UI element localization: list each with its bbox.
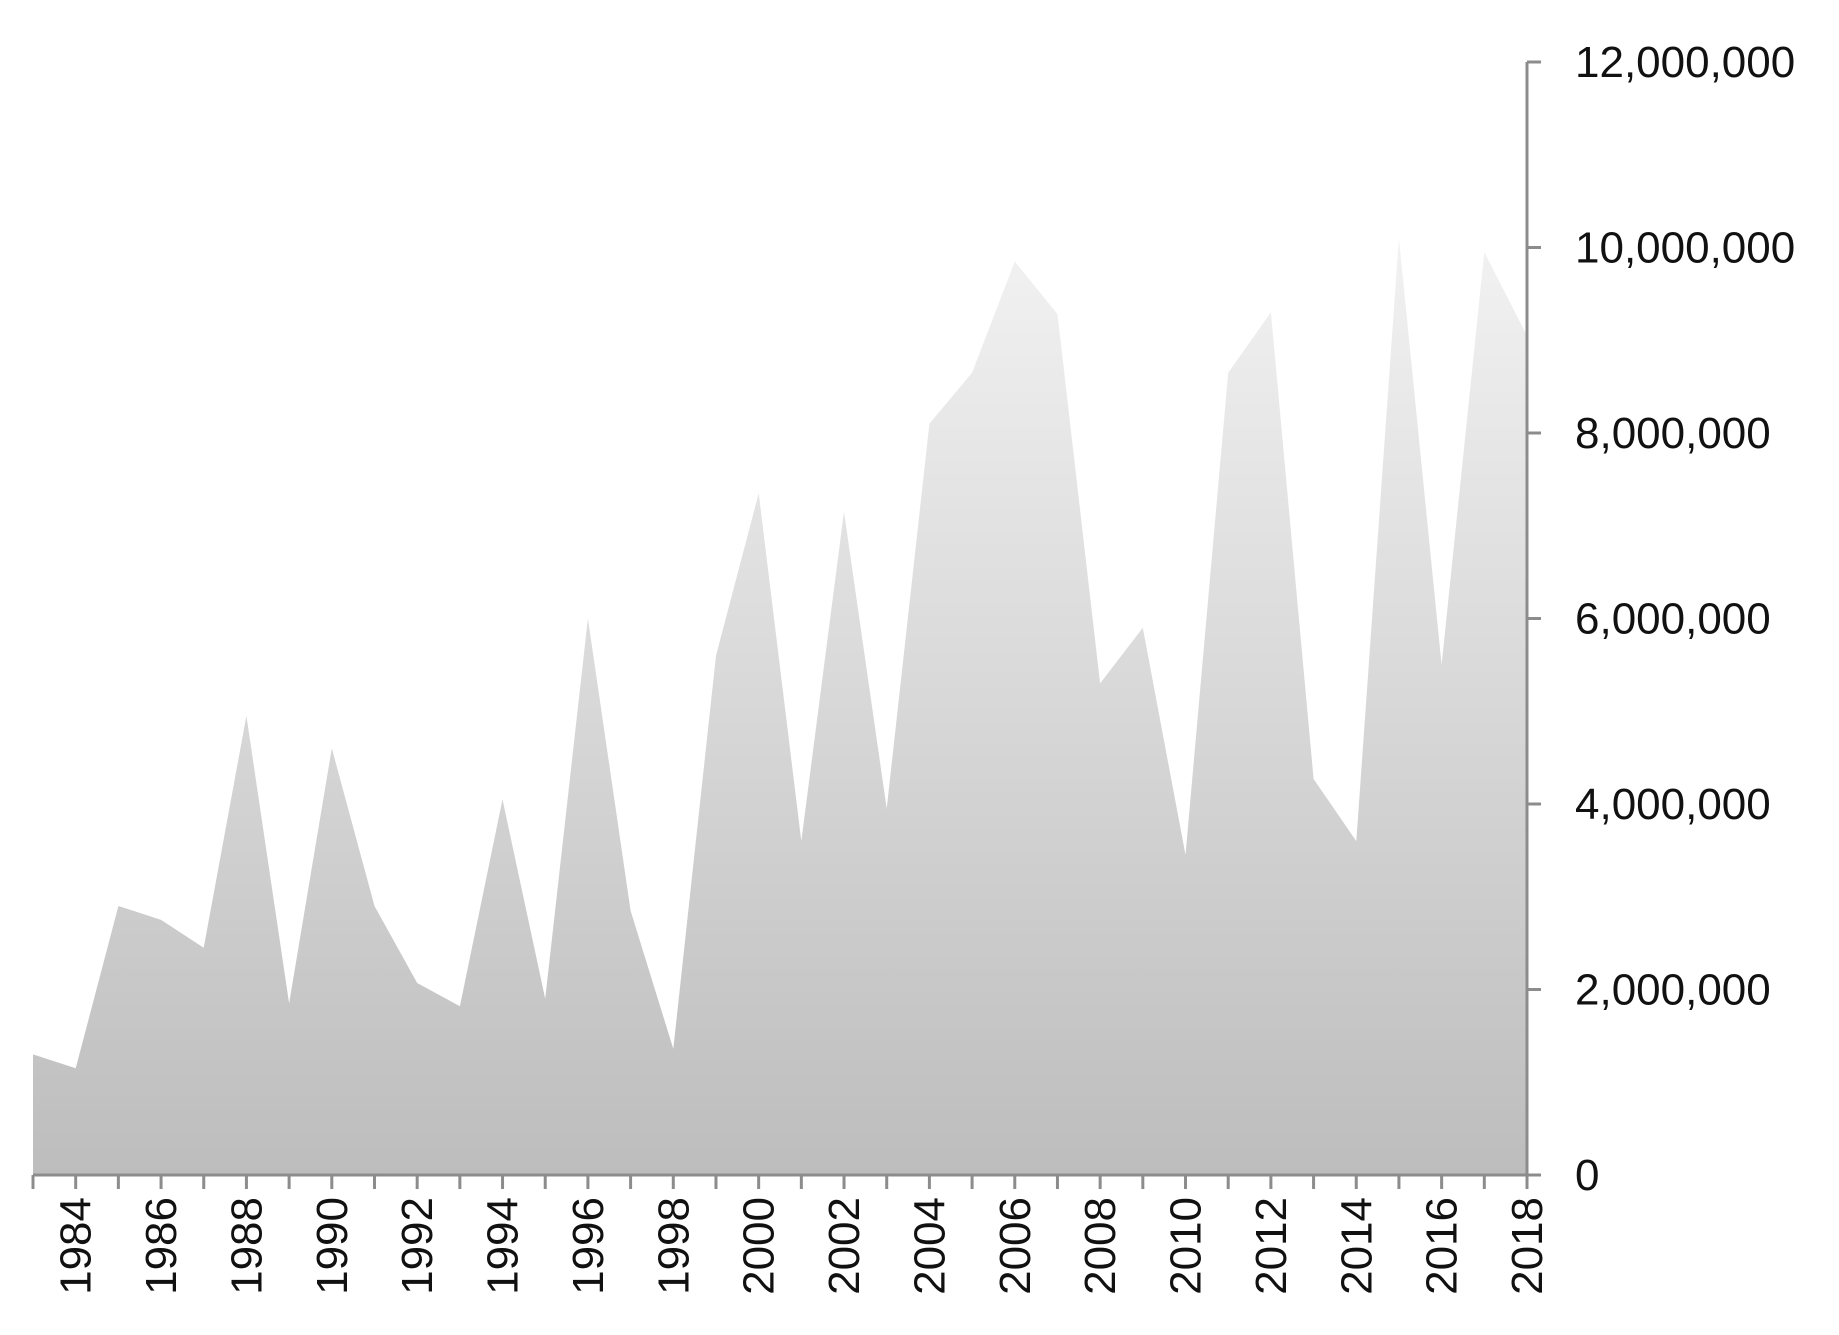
- area-layer: [33, 238, 1527, 1175]
- x-tick-label: 1994: [479, 1197, 528, 1295]
- x-tick-label: 2010: [1162, 1197, 1211, 1295]
- x-tick-label: 1998: [649, 1197, 698, 1295]
- series-area: [33, 238, 1527, 1175]
- y-tick-label: 4,000,000: [1575, 780, 1771, 829]
- x-tick-label: 2016: [1418, 1197, 1467, 1295]
- x-tick-label: 2002: [820, 1197, 869, 1295]
- x-tick-label: 2012: [1247, 1197, 1296, 1295]
- x-tick-label: 2014: [1332, 1197, 1381, 1295]
- y-tick-label: 6,000,000: [1575, 595, 1771, 644]
- y-axis-ticks: 0 2,000,000 4,000,000 6,000,000 8,000,000 10,…: [1527, 38, 1795, 1200]
- y-tick-label: 0: [1575, 1151, 1599, 1200]
- x-tick-label: 1986: [137, 1197, 186, 1295]
- y-tick-label: 2,000,000: [1575, 966, 1771, 1015]
- x-tick-label: 2018: [1503, 1197, 1552, 1295]
- x-tick-label: 1996: [564, 1197, 613, 1295]
- x-tick-label: 2006: [991, 1197, 1040, 1295]
- x-tick-label: 1992: [393, 1197, 442, 1295]
- x-tick-label: 2004: [905, 1197, 954, 1295]
- x-tick-label: 1988: [222, 1197, 271, 1295]
- y-tick-label: 8,000,000: [1575, 409, 1771, 458]
- y-tick-label: 10,000,000: [1575, 224, 1795, 273]
- x-tick-label: 2008: [1076, 1197, 1125, 1295]
- x-axis-ticks: 1984 1986 1988 1990 1992 1994 1996 1998 2000 2002…: [31, 1175, 1552, 1295]
- x-tick-label: 1990: [308, 1197, 357, 1295]
- y-tick-label: 12,000,000: [1575, 38, 1795, 87]
- x-tick-label: 1984: [52, 1197, 101, 1295]
- x-tick-label: 2000: [735, 1197, 784, 1295]
